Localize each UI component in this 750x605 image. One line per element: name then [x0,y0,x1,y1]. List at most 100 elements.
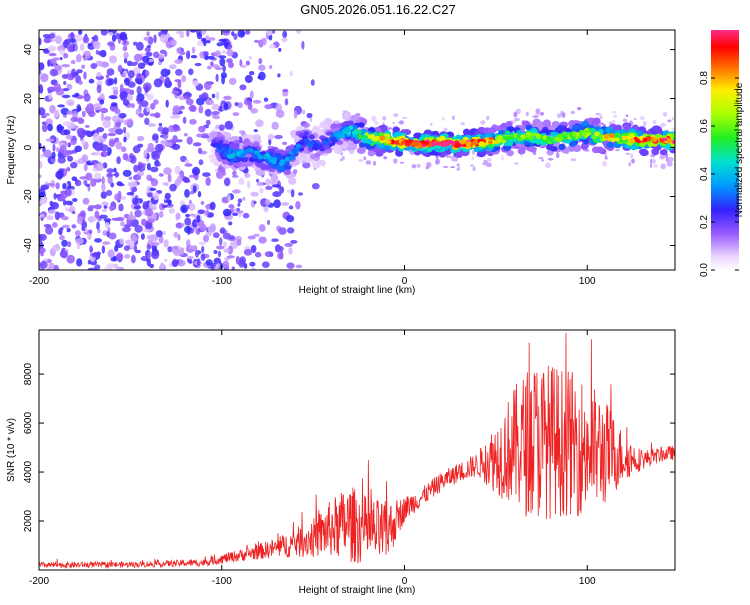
heatmap-cell [50,157,56,163]
heatmap-cell [218,38,227,43]
heatmap-cell [142,228,150,232]
heatmap-cell [108,206,115,210]
heatmap-cell [671,117,674,121]
heatmap-cell [358,134,363,140]
heatmap-cell [171,90,180,95]
heatmap-cell [59,145,67,155]
heatmap-cell [557,134,564,139]
heatmap-cell [96,127,105,133]
heatmap-cell [81,110,86,118]
heatmap-cell [85,183,90,187]
heatmap-cell [131,186,138,193]
heatmap-cell [108,32,114,36]
heatmap-cell [268,138,272,146]
heatmap-cell [102,230,108,236]
heatmap-cell [123,51,129,59]
heatmap-cell [209,201,216,211]
heatmap-cell [178,95,185,101]
heatmap-cell [185,213,191,218]
heatmap-cell [96,221,100,231]
heatmap-cell [190,105,197,112]
heatmap-cell [143,150,148,158]
heatmap-cell [350,114,359,122]
heatmap-cell [117,190,122,199]
heatmap-cell [652,125,661,132]
heatmap-cell [99,99,105,105]
heatmap-cell [150,103,156,110]
heatmap-cell [65,134,73,140]
heatmap-cell [478,141,485,147]
heatmap-cell [143,36,150,41]
heatmap-cell [486,115,489,121]
heatmap-cell [281,37,288,43]
heatmap-cell [238,213,242,217]
heatmap-cell [203,81,212,91]
heatmap-cell [134,225,143,233]
heatmap-cell [613,114,617,118]
heatmap-cell [405,142,410,147]
heatmap-cell [595,112,602,116]
heatmap-cell [614,149,620,152]
heatmap-cell [258,224,266,232]
heatmap-cell [443,127,448,132]
heatmap-cell [308,134,315,140]
heatmap-cell [249,71,255,76]
snr-series-line [39,332,675,570]
heatmap-cell [279,186,285,194]
heatmap-cell [286,215,295,223]
heatmap-cell [284,161,289,166]
heatmap-cell [184,189,190,198]
heatmap-cell [525,131,531,137]
heatmap-cell [253,200,257,205]
heatmap-cell [400,140,406,145]
heatmap-cell [231,31,235,37]
heatmap-cell [399,161,405,164]
heatmap-cell [148,147,157,151]
heatmap-cell [196,97,205,106]
heatmap-cell [222,260,230,269]
heatmap-cell [93,103,102,111]
heatmap-cell [308,140,315,145]
heatmap-cell [46,183,55,187]
heatmap-cell [571,124,580,131]
heatmap-cell [83,163,88,172]
heatmap-cell [456,168,460,171]
heatmap-cell [633,118,637,120]
colorbar-tick-label: 0.0 [699,263,710,277]
heatmap-cell [180,204,189,214]
snr-x-tick-label: -100 [212,576,232,587]
heatmap-cell [191,46,196,54]
heatmap-cell [238,161,246,167]
heatmap-cell [94,264,101,270]
heatmap-cell [96,84,102,94]
heatmap-cell [560,125,568,132]
heatmap-cell [259,187,264,194]
heatmap-cell [120,146,127,153]
heatmap-cell [393,113,399,117]
heatmap-cell [175,127,181,132]
heatmap-cell [254,39,259,43]
heatmap-cell [200,253,206,261]
heatmap-cell [107,132,117,137]
heatmap-cell [265,178,271,186]
heatmap-cell [223,95,232,100]
heatmap-cell [182,177,190,183]
heatmap-cell [130,103,135,109]
snr-y-ticks: 2000 4000 6000 8000 [23,363,675,532]
heatmap-cell [237,102,243,109]
heatmap-cell [51,222,58,228]
heatmap-cell [196,215,201,223]
heatmap-cell [256,178,260,183]
heatmap-cell [368,134,375,139]
heatmap-cell [219,227,226,235]
heatmap-cell [74,145,82,153]
heatmap-cell [425,166,430,170]
heatmap-cell [486,162,492,168]
heatmap-cell [439,135,446,142]
heatmap-cell [179,51,186,56]
heatmap-cell [186,136,193,145]
heatmap-cell [159,34,169,43]
heatmap-cell [383,156,388,160]
heatmap-cell [277,252,283,260]
heatmap-cell [62,121,71,127]
